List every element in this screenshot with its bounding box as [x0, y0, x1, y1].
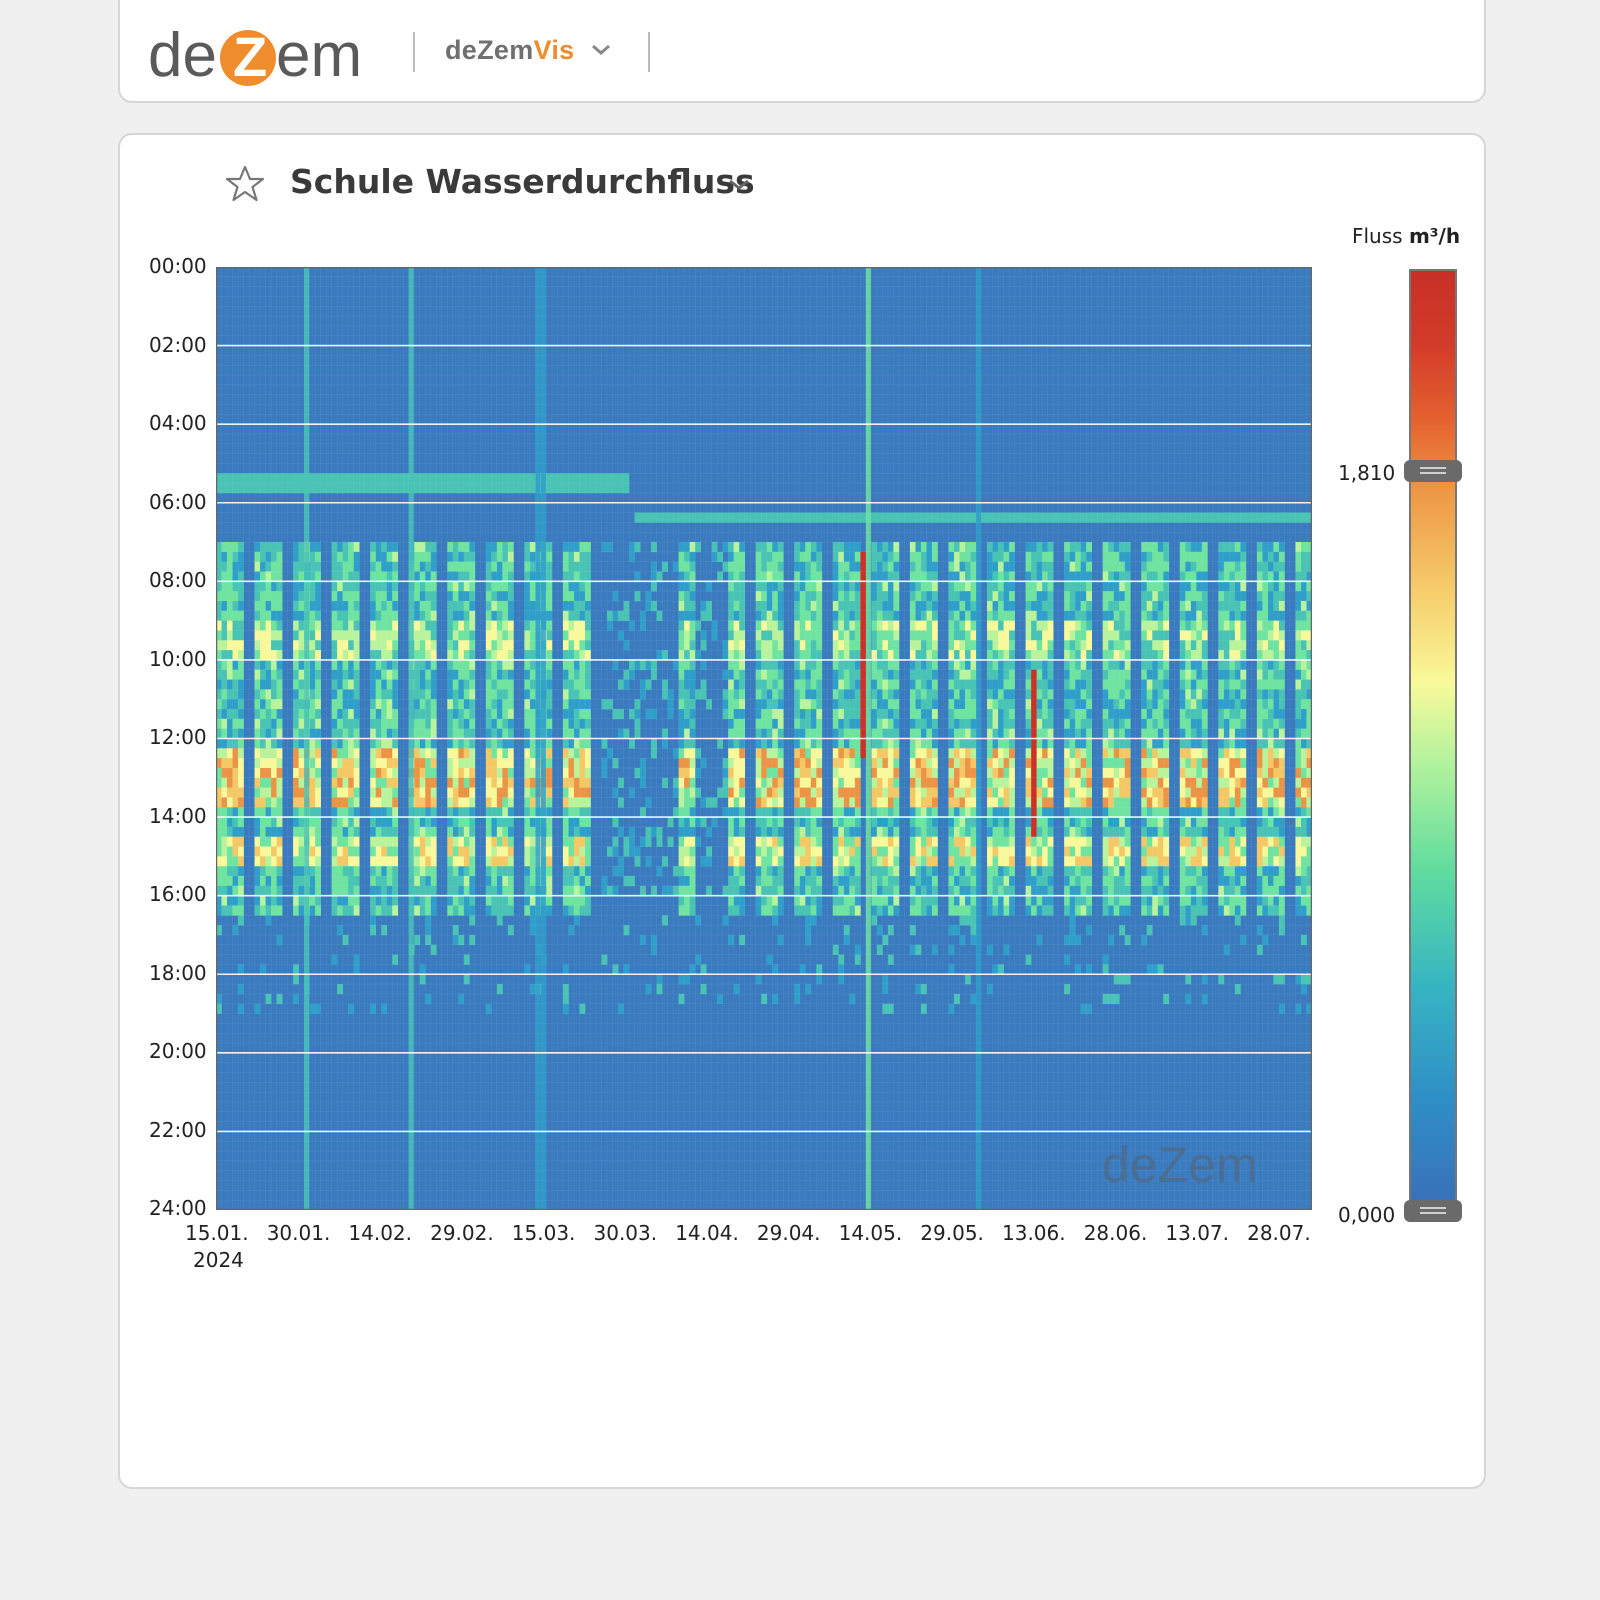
y-tick-label: 18:00 — [149, 960, 207, 985]
colorbar-max-label: 1,810 — [1338, 461, 1396, 485]
x-tick-label: 29.04. — [756, 1221, 821, 1245]
panel-title[interactable]: Schule Wasserdurchfluss — [290, 162, 755, 201]
x-year-label: 2024 — [193, 1248, 244, 1272]
x-tick-label: 14.05. — [838, 1221, 903, 1245]
y-tick-label: 22:00 — [149, 1117, 207, 1142]
x-tick-label: 28.06. — [1083, 1221, 1148, 1245]
y-tick-label: 14:00 — [149, 803, 207, 828]
x-tick-label: 15.03. — [511, 1221, 576, 1245]
x-tick-label: 30.01. — [266, 1221, 331, 1245]
header-divider — [413, 32, 415, 72]
x-tick-label: 14.04. — [675, 1221, 739, 1245]
y-tick-label: 08:00 — [149, 568, 207, 592]
x-tick-label: 29.02. — [430, 1221, 494, 1245]
y-tick-label: 04:00 — [149, 411, 207, 435]
dezem-logo: de Z em — [148, 21, 362, 88]
svg-text:em: em — [276, 21, 362, 88]
heatmap-peak — [1031, 669, 1037, 837]
x-tick-label: 28.07. — [1247, 1221, 1311, 1245]
svg-text:de: de — [148, 21, 217, 88]
y-tick-label: 24:00 — [149, 1196, 207, 1220]
x-tick-label: 14.02. — [348, 1221, 413, 1245]
chevron-down-icon[interactable] — [590, 42, 612, 58]
colorbar-title: Fluss m³/h — [1352, 224, 1461, 248]
x-tick-label: 13.07. — [1165, 1221, 1230, 1245]
colorbar-min-handle[interactable] — [1404, 1200, 1462, 1222]
heatmap-grid — [216, 267, 1312, 1210]
dezem-watermark: deZem — [1102, 1137, 1258, 1193]
app-switcher-label[interactable]: deZemVis — [445, 35, 574, 66]
app-name-prefix: deZem — [445, 35, 534, 65]
heatmap-chart[interactable]: deZem — [216, 267, 1312, 1210]
y-tick-label: 16:00 — [149, 882, 207, 906]
x-tick-label: 30.03. — [593, 1221, 658, 1245]
x-tick-label: 13.06. — [1002, 1221, 1066, 1245]
heatmap-peak — [860, 551, 866, 759]
header-divider-right — [648, 32, 650, 72]
x-tick-label: 29.05. — [920, 1221, 984, 1245]
star-icon[interactable] — [225, 164, 265, 204]
colorbar-min-label: 0,000 — [1338, 1203, 1396, 1227]
app-name-suffix: Vis — [533, 35, 575, 65]
colorbar-max-handle[interactable] — [1404, 460, 1462, 482]
app-header: de Z em deZemVis — [118, 0, 1486, 103]
y-tick-label: 02:00 — [149, 332, 207, 357]
x-tick-label: 15.01. — [185, 1221, 249, 1245]
y-tick-label: 10:00 — [149, 646, 207, 671]
y-tick-label: 12:00 — [149, 725, 207, 749]
y-tick-label: 00:00 — [149, 254, 207, 278]
heatmap-border — [216, 267, 1312, 1210]
chevron-down-icon[interactable] — [727, 177, 751, 193]
y-tick-label: 06:00 — [149, 489, 207, 514]
svg-text:Z: Z — [233, 25, 267, 88]
colorbar — [1409, 269, 1457, 1211]
y-tick-label: 20:00 — [149, 1039, 207, 1063]
